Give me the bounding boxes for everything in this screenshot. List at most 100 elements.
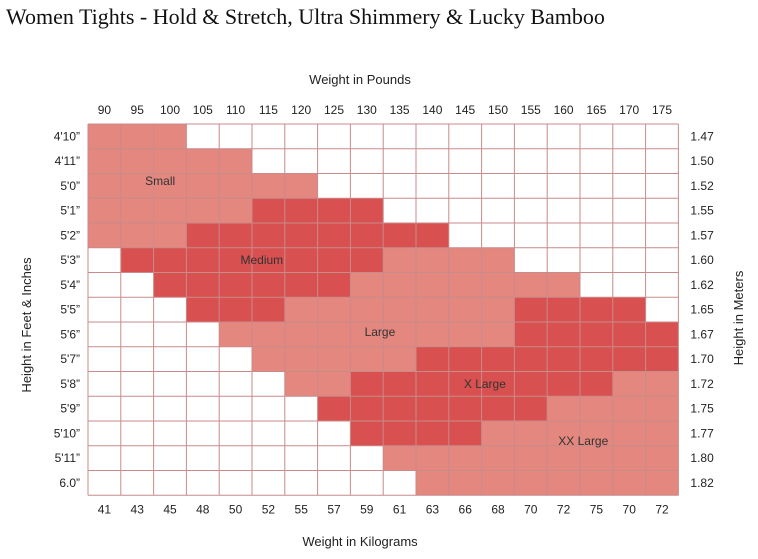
- size-cell: [547, 371, 580, 397]
- size-cell: [120, 223, 154, 248]
- size-cell: [317, 148, 351, 174]
- size-cell: [580, 371, 613, 397]
- size-cell: [252, 371, 285, 397]
- size-cell: [219, 247, 252, 273]
- size-label: Small: [145, 174, 175, 188]
- size-cell: [514, 148, 548, 174]
- size-cell: [448, 445, 482, 471]
- size-cell: [219, 272, 252, 298]
- size-cell: [284, 421, 318, 446]
- tick-label-feet: 5'1”: [60, 204, 80, 218]
- size-cell: [645, 173, 679, 199]
- tick-label-pounds: 140: [422, 103, 442, 117]
- size-cell: [252, 346, 285, 372]
- size-cell: [284, 124, 318, 149]
- size-cell: [350, 421, 384, 446]
- size-cell: [612, 470, 646, 496]
- tick-label-feet: 6.0”: [59, 476, 80, 490]
- size-cell: [514, 173, 548, 199]
- size-cell: [514, 396, 548, 421]
- size-cell: [612, 445, 646, 471]
- size-cell: [481, 223, 515, 248]
- size-cell: [219, 470, 252, 496]
- left-axis-label: Height in Feet & Inches: [19, 257, 34, 393]
- size-cell: [284, 198, 318, 223]
- tick-label-feet: 4'10”: [54, 129, 80, 143]
- size-cell: [383, 223, 416, 248]
- size-cell: [153, 445, 187, 471]
- size-cell: [580, 223, 613, 248]
- size-cell: [350, 371, 384, 397]
- size-cell: [448, 297, 482, 322]
- size-cell: [153, 247, 187, 273]
- size-cell: [481, 148, 515, 174]
- size-cell: [383, 148, 416, 174]
- size-cell: [284, 223, 318, 248]
- size-cell: [120, 272, 154, 298]
- size-cell: [186, 445, 220, 471]
- size-cell: [416, 396, 449, 421]
- size-cell: [284, 445, 318, 471]
- tick-label-pounds: 155: [521, 103, 541, 117]
- size-cell: [416, 346, 449, 372]
- size-cell: [547, 223, 580, 248]
- size-cell: [645, 421, 679, 446]
- size-cell: [481, 470, 515, 496]
- tick-label-kilograms: 70: [623, 502, 637, 516]
- tick-label-kilograms: 41: [98, 502, 112, 516]
- size-cell: [153, 173, 187, 199]
- size-cell: [219, 297, 252, 322]
- size-cell: [481, 173, 515, 199]
- tick-label-meters: 1.72: [690, 377, 714, 391]
- tick-label-feet: 5'9”: [60, 402, 80, 416]
- size-cell: [284, 371, 318, 397]
- size-cell: [219, 124, 252, 149]
- size-cell: [448, 223, 482, 248]
- size-cell: [120, 124, 154, 149]
- size-cell: [514, 297, 548, 322]
- size-cell: [481, 124, 515, 149]
- size-cell: [481, 396, 515, 421]
- tick-label-kilograms: 55: [295, 502, 309, 516]
- size-cell: [219, 421, 252, 446]
- size-cell: [88, 322, 121, 347]
- size-cell: [350, 148, 384, 174]
- size-cell: [186, 297, 220, 322]
- size-cell: [317, 396, 351, 421]
- size-cell: [514, 223, 548, 248]
- size-cell: [416, 445, 449, 471]
- size-cell: [317, 223, 351, 248]
- tick-label-kilograms: 61: [393, 502, 407, 516]
- size-cell: [416, 322, 449, 347]
- tick-label-meters: 1.70: [690, 352, 714, 366]
- tick-label-kilograms: 43: [131, 502, 145, 516]
- size-cell: [481, 247, 515, 273]
- size-cell: [219, 445, 252, 471]
- size-cell: [448, 198, 482, 223]
- size-cell: [481, 421, 515, 446]
- size-cell: [252, 445, 285, 471]
- right-axis-label: Height in Meters: [731, 270, 746, 365]
- size-cell: [284, 346, 318, 372]
- size-cell: [416, 247, 449, 273]
- tick-label-pounds: 105: [193, 103, 213, 117]
- size-cell: [284, 297, 318, 322]
- tick-label-pounds: 120: [291, 103, 311, 117]
- size-label: Large: [365, 325, 396, 339]
- tick-label-kilograms: 72: [557, 502, 571, 516]
- size-cell: [252, 272, 285, 298]
- size-cell: [252, 223, 285, 248]
- size-cell: [120, 346, 154, 372]
- size-cell: [252, 247, 285, 273]
- size-cell: [252, 173, 285, 199]
- tick-label-feet: 5'6”: [60, 327, 80, 341]
- size-cell: [317, 297, 351, 322]
- size-cell: [383, 247, 416, 273]
- size-cell: [88, 445, 121, 471]
- size-cell: [514, 470, 548, 496]
- size-cell: [153, 198, 187, 223]
- size-cell: [481, 297, 515, 322]
- size-cell: [186, 223, 220, 248]
- size-cell: [612, 371, 646, 397]
- size-label: X Large: [464, 377, 506, 391]
